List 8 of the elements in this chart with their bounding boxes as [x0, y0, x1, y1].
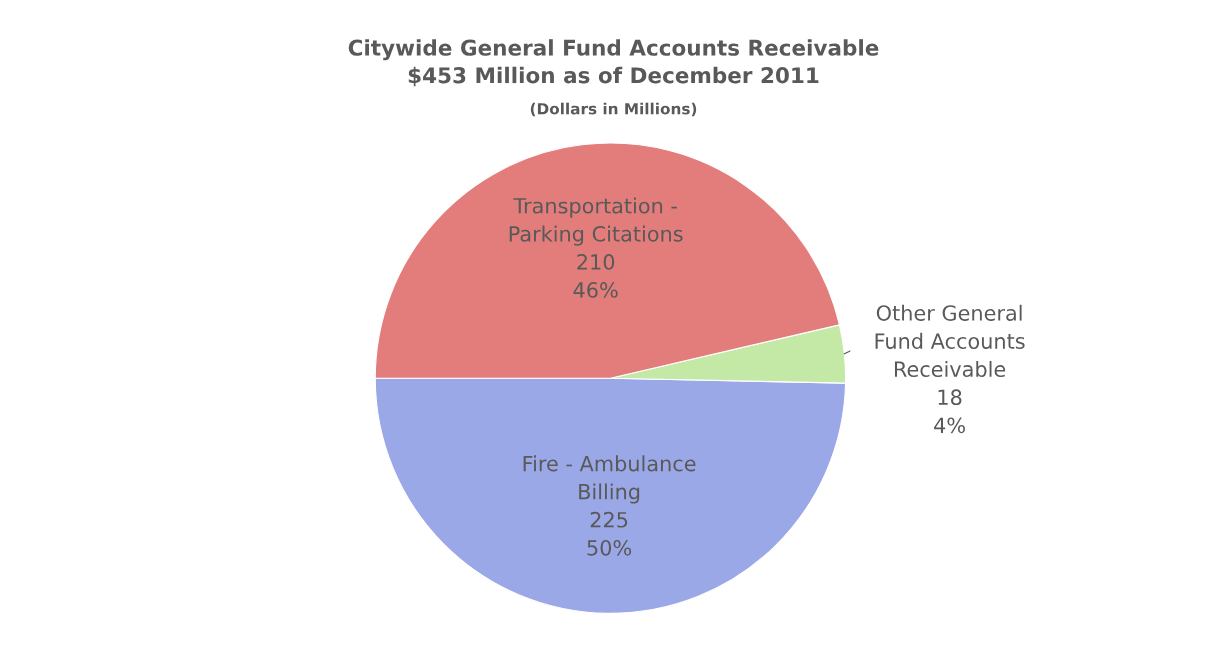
chart-subtitle: (Dollars in Millions)	[530, 102, 697, 117]
chart-title: Citywide General Fund Accounts Receivable $453 Million as of December 2011	[348, 39, 879, 87]
slice-label: Fire - Ambulance Billing	[523, 455, 696, 504]
data-label: 210 46%	[573, 254, 618, 298]
slice-label: Transportation - Parking Citations	[509, 197, 683, 246]
data-label: 225 50%	[587, 511, 632, 556]
slice-label: Other General Fund Accounts Receivable	[875, 304, 1025, 378]
data-label: 18 4%	[934, 389, 965, 434]
